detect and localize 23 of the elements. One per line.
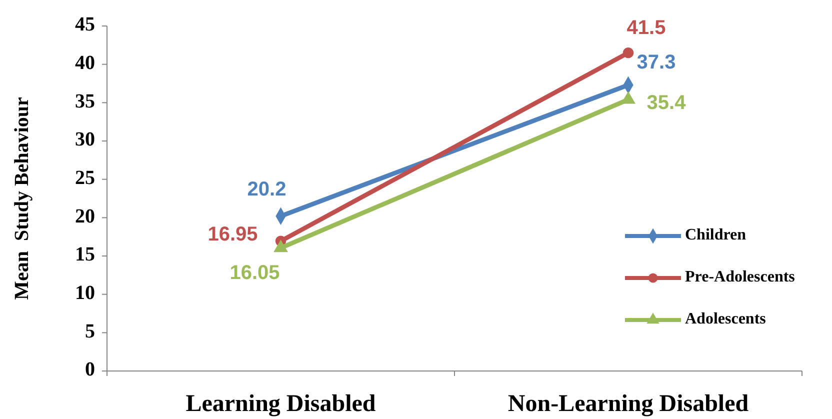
y-tick-label: 25 [75,166,95,189]
y-tick-label: 35 [75,90,95,112]
y-tick-label: 40 [75,52,95,74]
y-tick-label: 30 [75,128,95,151]
legend-label: Children [685,226,746,244]
x-tick-label: Learning Disabled [186,391,376,417]
data-label: 41.5 [626,17,666,40]
x-tick-label: Non-Learning Disabled [508,391,750,417]
y-tick-label: 45 [75,14,95,36]
point [622,47,634,58]
y-axis-title: Mean Study Behaviour [11,96,33,300]
y-tick-label: 15 [75,244,95,266]
data-label: 16.95 [208,223,258,246]
data-label: 20.2 [247,178,286,200]
data-label: 35.4 [646,92,687,114]
legend-label: Pre-Adolescents [685,268,795,286]
data-label: 16.05 [230,262,280,284]
y-tick-label: 20 [75,205,95,228]
y-tick-label: 5 [85,320,95,342]
y-tick-label: 0 [85,358,95,381]
data-label: 37.3 [636,51,676,74]
legend-label: Adolescents [685,310,766,328]
y-tick-label: 10 [75,282,95,304]
